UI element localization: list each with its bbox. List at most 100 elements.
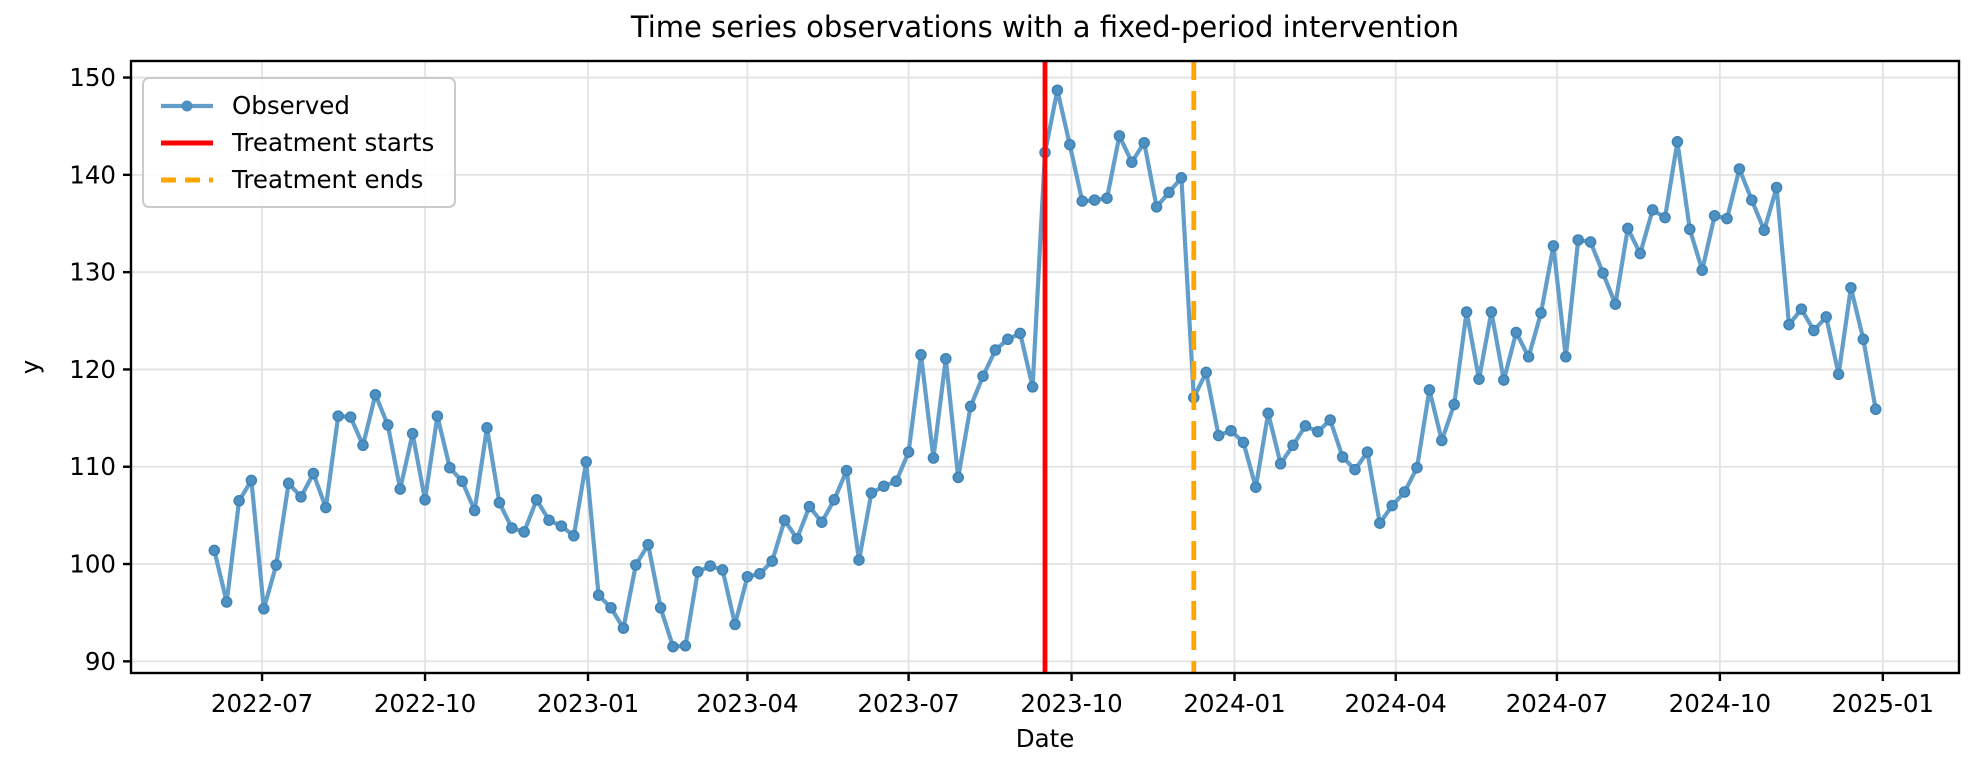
data-point-marker <box>1460 306 1473 318</box>
data-point-marker <box>1696 264 1708 276</box>
data-point-marker <box>394 483 406 495</box>
data-point-marker <box>382 419 394 431</box>
data-point-marker <box>865 487 878 499</box>
data-point-marker <box>1398 486 1411 498</box>
data-point-marker <box>1708 209 1721 222</box>
data-point-marker <box>667 640 679 653</box>
data-point-marker <box>1832 368 1845 381</box>
data-point-marker <box>468 504 481 517</box>
y-tick-label: 130 <box>69 258 116 287</box>
data-point-marker <box>1064 138 1076 151</box>
data-point-marker <box>270 559 282 571</box>
data-point-marker <box>1733 163 1746 175</box>
chart-title: Time series observations with a fixed-pe… <box>630 10 1460 44</box>
data-point-marker <box>1770 181 1783 194</box>
data-point-marker <box>741 570 754 583</box>
data-point-marker <box>1076 195 1088 207</box>
data-point-marker <box>1522 351 1535 363</box>
legend-label-treatment-starts: Treatment starts <box>232 128 435 157</box>
legend-label-treatment-ends: Treatment ends <box>232 165 424 194</box>
data-point-marker <box>927 452 940 464</box>
data-point-marker <box>444 461 456 474</box>
data-point-marker <box>518 526 530 538</box>
data-point-marker <box>605 602 617 614</box>
data-point-marker <box>964 400 977 413</box>
data-point-marker <box>1485 306 1498 318</box>
legend-label-observed: Observed <box>232 91 350 120</box>
data-point-marker <box>1237 436 1250 449</box>
x-axis-label: Date <box>1015 724 1075 753</box>
data-point-marker <box>902 446 915 458</box>
data-point-marker <box>890 475 902 488</box>
x-tick-label: 2025-01 <box>1832 689 1934 718</box>
y-tick-label: 100 <box>69 550 116 579</box>
data-point-marker <box>952 471 964 484</box>
data-point-marker <box>555 520 568 532</box>
data-point-marker <box>989 344 1002 356</box>
data-point-marker <box>679 640 692 652</box>
data-point-marker <box>1349 463 1361 476</box>
data-point-marker <box>617 622 630 634</box>
data-point-marker <box>716 564 729 576</box>
data-point-marker <box>282 477 295 490</box>
data-point-marker <box>208 544 221 557</box>
y-tick-label: 110 <box>69 452 116 481</box>
data-point-marker <box>220 596 233 608</box>
data-point-marker <box>803 500 816 513</box>
data-point-marker <box>1436 434 1448 447</box>
data-point-marker <box>1423 384 1436 396</box>
data-point-marker <box>1845 281 1857 294</box>
data-point-marker <box>977 370 989 382</box>
data-point-marker <box>1274 458 1287 470</box>
data-point-marker <box>543 514 555 526</box>
legend-entry-observed: Observed <box>158 87 434 124</box>
x-tick-label: 2024-04 <box>1345 689 1447 718</box>
data-point-marker <box>630 559 642 571</box>
data-point-marker <box>778 514 791 526</box>
data-point-marker <box>828 494 840 506</box>
y-tick-label: 140 <box>69 160 116 189</box>
data-point-marker <box>344 411 357 423</box>
data-point-marker <box>580 456 592 468</box>
data-point-marker <box>1758 224 1770 237</box>
data-point-marker <box>1795 303 1808 315</box>
data-point-marker <box>456 475 468 488</box>
data-point-marker <box>406 427 419 440</box>
data-point-marker <box>1411 461 1423 474</box>
data-point-marker <box>1287 439 1299 452</box>
data-point-marker <box>853 554 865 566</box>
data-point-marker <box>1212 429 1225 442</box>
data-point-marker <box>233 495 245 507</box>
x-tick-label: 2024-01 <box>1183 689 1285 718</box>
x-tick-label: 2023-10 <box>1020 689 1122 718</box>
data-point-marker <box>1374 517 1386 529</box>
data-point-marker <box>1547 240 1560 252</box>
data-point-marker <box>369 388 382 401</box>
observed-line-swatch <box>161 100 213 111</box>
data-point-marker <box>642 538 654 551</box>
data-point-marker <box>1312 425 1324 438</box>
x-tick-label: 2022-10 <box>374 689 476 718</box>
y-tick-label: 90 <box>85 647 116 676</box>
data-point-marker <box>1473 373 1485 385</box>
data-point-marker <box>307 467 320 480</box>
data-point-marker <box>1684 223 1696 236</box>
data-point-marker <box>1584 236 1597 248</box>
data-point-marker <box>320 501 332 514</box>
y-tick-labels: 90 100 110 120 130 140 150 <box>69 63 131 676</box>
data-point-marker <box>1262 407 1274 419</box>
data-point-marker <box>1535 307 1547 319</box>
data-point-marker <box>431 410 444 422</box>
data-point-marker <box>357 439 369 452</box>
data-point-marker <box>493 496 506 509</box>
data-point-marker <box>1088 194 1101 206</box>
data-point-marker <box>1175 172 1188 184</box>
data-point-marker <box>915 349 927 361</box>
data-point-marker <box>592 589 605 601</box>
x-tick-label: 2022-07 <box>211 689 313 718</box>
data-point-marker <box>1336 451 1349 463</box>
data-point-marker <box>878 480 890 492</box>
data-point-marker <box>1659 211 1671 224</box>
data-point-marker <box>1671 136 1684 148</box>
